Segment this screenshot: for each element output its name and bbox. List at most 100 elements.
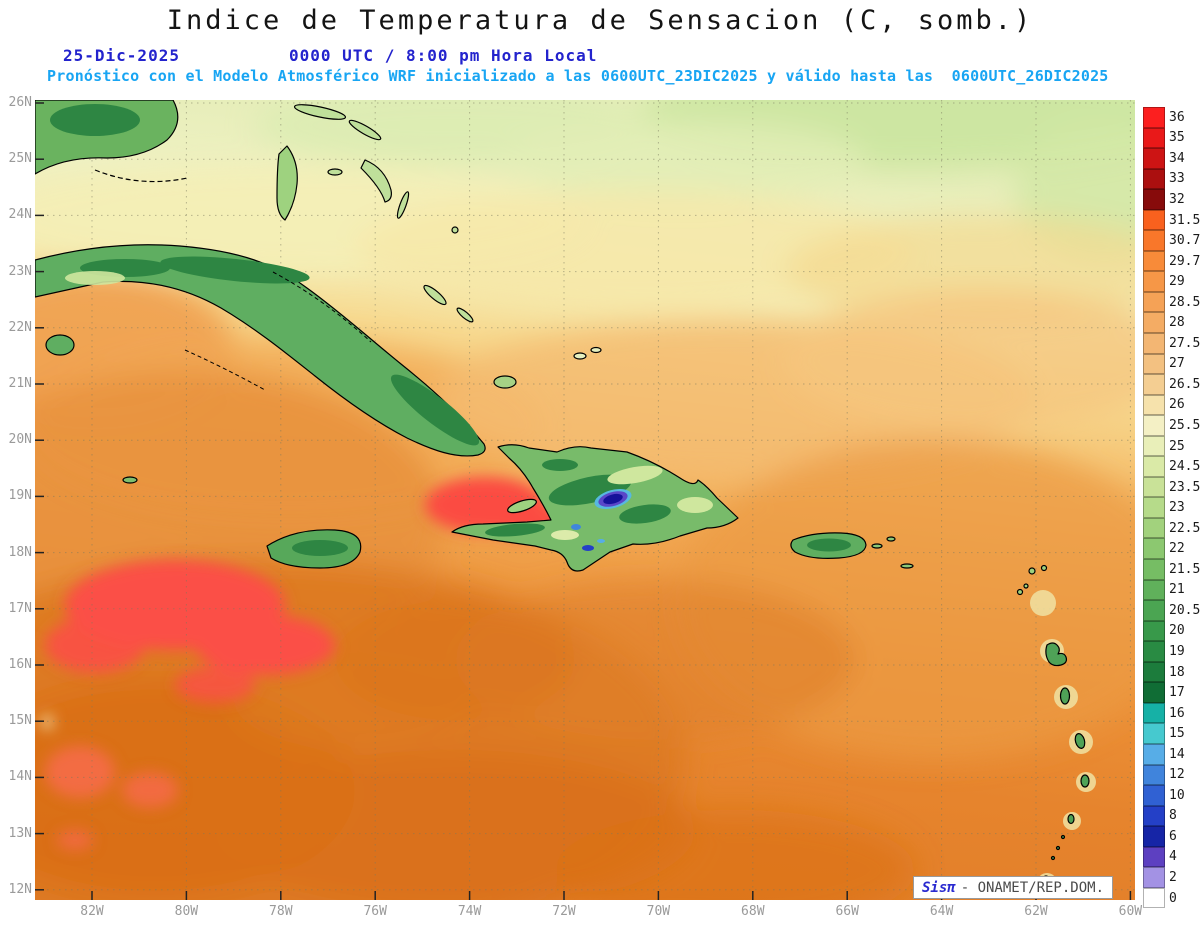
- legend-row: 2: [1143, 867, 1199, 888]
- puerto-rico-land: [790, 532, 914, 569]
- legend-value: 21.5: [1169, 561, 1200, 577]
- legend-swatch: [1143, 641, 1165, 662]
- bahamas-islands: [276, 104, 602, 389]
- lat-label: 12N: [8, 881, 32, 897]
- legend-row: 14: [1143, 743, 1199, 765]
- legend-row: 27: [1143, 353, 1199, 375]
- forecast-model-info: Pronóstico con el Modelo Atmosférico WRF…: [47, 67, 1109, 85]
- legend-value: 17: [1169, 685, 1185, 701]
- lat-label: 22N: [8, 319, 32, 335]
- legend-value: 14: [1169, 746, 1185, 762]
- legend-swatch: [1143, 846, 1165, 868]
- legend-swatch: [1143, 723, 1165, 744]
- lat-label: 25N: [8, 151, 32, 167]
- attribution-box: Sisπ - ONAMET/REP.DOM.: [913, 876, 1114, 899]
- legend-row: 28.5: [1143, 291, 1200, 313]
- lon-label: 68W: [741, 904, 765, 919]
- legend-row: 22: [1143, 538, 1199, 560]
- legend-value: 31.5: [1169, 212, 1200, 228]
- legend-value: 30.7: [1169, 233, 1200, 249]
- legend-swatch: [1143, 250, 1165, 272]
- legend-swatch: [1143, 127, 1165, 149]
- lon-label: 62W: [1024, 904, 1048, 919]
- lon-label: 66W: [835, 904, 859, 919]
- legend-value: 32: [1169, 191, 1185, 207]
- legend-row: 26: [1143, 394, 1199, 416]
- legend-row: 36: [1143, 107, 1199, 128]
- valid-time: 0000 UTC / 8:00 pm Hora Local: [289, 46, 598, 65]
- legend-value: 2: [1169, 870, 1177, 885]
- legend-swatch: [1143, 867, 1165, 888]
- legend-row: 15: [1143, 723, 1199, 744]
- sispi-logo: Sisπ: [922, 879, 956, 896]
- legend-row: 34: [1143, 148, 1199, 169]
- lon-label: 74W: [457, 904, 482, 919]
- legend-value: 29.7: [1169, 253, 1200, 269]
- cuba-land: [34, 244, 486, 484]
- legend-swatch: [1143, 887, 1165, 909]
- legend-swatch: [1143, 189, 1165, 210]
- hot-spots-red: [40, 477, 565, 850]
- legend-value: 20.5: [1169, 602, 1200, 618]
- hispaniola-land: [451, 444, 739, 572]
- legend-value: 21: [1169, 582, 1185, 598]
- map-area: [0, 60, 1195, 927]
- legend-value: 22: [1169, 541, 1185, 557]
- legend-value: 0: [1169, 890, 1177, 906]
- legend-swatch: [1143, 743, 1165, 765]
- legend-value: 33: [1169, 171, 1185, 187]
- isla-juventud: [45, 334, 75, 356]
- legend-value: 25: [1169, 438, 1185, 454]
- legend-row: 6: [1143, 826, 1199, 847]
- legend-swatch: [1143, 805, 1165, 827]
- legend-swatch: [1143, 271, 1165, 292]
- lat-label: 15N: [8, 713, 32, 729]
- guadeloupe-island: [1045, 642, 1068, 667]
- legend-value: 10: [1169, 787, 1185, 803]
- legend-swatch: [1143, 374, 1165, 395]
- lon-label: 70W: [646, 904, 671, 919]
- legend-row: 35: [1143, 127, 1199, 149]
- grid-lines: [35, 100, 1135, 900]
- legend-row: 21: [1143, 579, 1199, 601]
- lon-label: 78W: [269, 904, 293, 919]
- legend-row: 19: [1143, 641, 1199, 662]
- legend-value: 15: [1169, 726, 1185, 742]
- legend-swatch: [1143, 682, 1165, 703]
- legend-row: 33: [1143, 168, 1199, 190]
- axis-ticks: [35, 102, 1132, 900]
- legend-swatch: [1143, 559, 1165, 580]
- martinique-island: [1074, 733, 1086, 749]
- legend-row: 20.5: [1143, 600, 1200, 621]
- legend-swatch: [1143, 620, 1165, 642]
- cuba-north-cays: [272, 271, 372, 343]
- lat-label: 23N: [8, 263, 32, 279]
- legend-value: 35: [1169, 130, 1185, 146]
- legend-row: 4: [1143, 846, 1199, 868]
- legend-value: 24.5: [1169, 459, 1200, 475]
- lon-label: 82W: [80, 904, 104, 919]
- legend-value: 28.5: [1169, 294, 1200, 310]
- weather-map: [0, 60, 1195, 927]
- legend-row: 16: [1143, 702, 1199, 724]
- legend-value: 20: [1169, 623, 1185, 639]
- legend-row: 21.5: [1143, 559, 1200, 580]
- legend-swatch: [1143, 538, 1165, 560]
- sea-temperature-blobs: [0, 60, 1195, 927]
- legend-swatch: [1143, 764, 1165, 786]
- legend-row: 25.5: [1143, 415, 1200, 436]
- legend-value: 22.5: [1169, 520, 1200, 536]
- legend-swatch: [1143, 826, 1165, 847]
- legend-swatch: [1143, 456, 1165, 477]
- lat-label: 14N: [8, 769, 32, 785]
- florida-land: [34, 99, 188, 183]
- legend-swatch: [1143, 661, 1165, 683]
- st-croix-island: [900, 563, 914, 569]
- legend-row: 31.5: [1143, 209, 1200, 231]
- st-lucia-island: [1080, 774, 1090, 788]
- legend-row: 29: [1143, 271, 1199, 292]
- legend-value: 12: [1169, 767, 1185, 783]
- legend-swatch: [1143, 785, 1165, 806]
- legend-row: 29.7: [1143, 250, 1200, 272]
